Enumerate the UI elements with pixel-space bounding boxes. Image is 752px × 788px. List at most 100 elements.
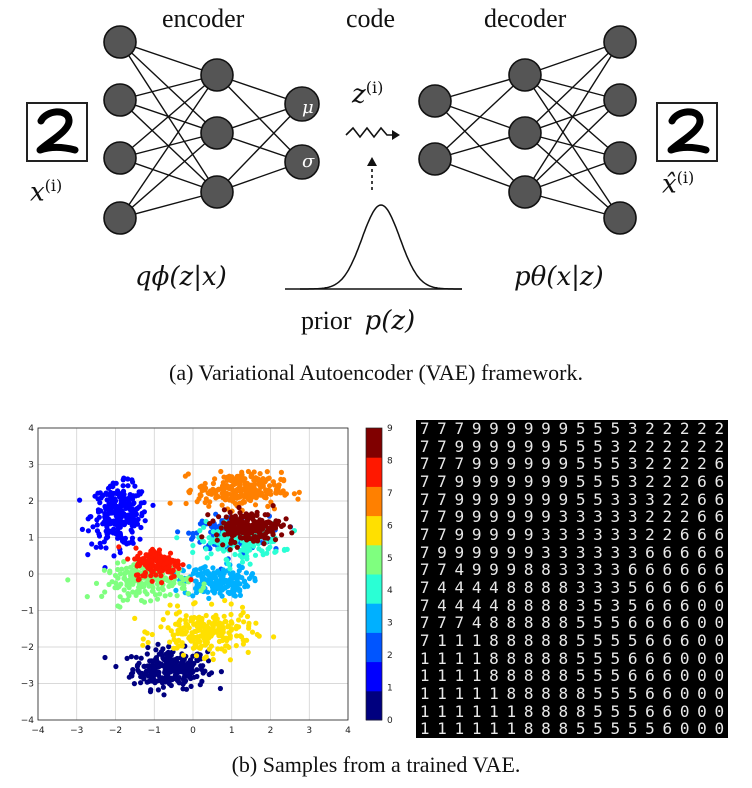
scatter-point [190,593,196,599]
colorbar-tick-label: 1 [387,684,393,694]
sample-digit: 5 [575,489,586,509]
scatter-point [217,685,223,692]
scatter-point [203,570,209,576]
sample-digit: 5 [575,613,586,633]
scatter-point [117,604,123,610]
sample-digit: 0 [697,719,707,738]
sample-digit: 6 [697,471,707,491]
scatter-point [283,516,289,522]
scatter-point [221,613,227,619]
scatter-point [218,468,224,475]
scatter-point [206,595,212,601]
h3-neuron [508,175,542,209]
reparam-squiggle-arrow [345,126,397,139]
scatter-point [184,622,191,628]
sample-digit: 5 [558,436,569,456]
sample-digit: 8 [558,719,569,738]
sample-digit: 2 [645,507,655,527]
h3-neuron [508,116,542,150]
scatter-point [254,631,260,638]
scatter-point [245,649,251,655]
scatter-point [167,675,173,681]
scatter-point [226,630,232,636]
sample-digit: 2 [679,436,690,456]
scatter-point [228,601,234,607]
scatter-point [155,687,161,693]
sample-digit: 9 [471,471,482,491]
y-tick-label: 2 [28,497,34,507]
sample-digit: 3 [558,542,569,562]
scatter-point [168,682,174,689]
scatter-point [133,510,139,516]
sample-digit: 5 [593,683,603,703]
sample-digit: 3 [610,524,621,544]
sample-digit: 3 [558,560,569,580]
sample-digit: 6 [627,648,638,668]
scatter-point [221,570,227,576]
scatter-point [203,612,209,619]
scatter-point [218,525,224,531]
sample-digit: 9 [471,542,482,562]
sample-digit: 8 [558,613,569,633]
scatter-point [171,645,177,651]
sample-digit: 8 [523,648,534,668]
scatter-point [107,510,113,516]
sample-digit: 4 [489,595,499,615]
sample-digit: 8 [541,648,551,668]
scatter-point [183,686,190,692]
sample-digit: 3 [610,436,621,456]
scatter-point [108,494,114,500]
sample-digit: 0 [714,719,725,738]
scatter-point [157,591,163,597]
scatter-point [209,601,215,607]
scatter-point [214,537,220,543]
scatter-point [220,542,226,548]
scatter-point [192,578,199,584]
scatter-point [193,653,200,659]
sample-digit: 9 [558,489,569,509]
scatter-point [244,494,250,500]
sample-digit: 6 [662,719,673,738]
scatter-point [125,556,131,562]
sample-digit: 2 [645,524,655,544]
scatter-point [90,524,96,530]
sample-digit: 3 [558,507,569,527]
sample-digit: 5 [610,420,621,438]
scatter-point [245,521,251,527]
sample-digit: 9 [471,507,482,527]
scatter-point [174,603,181,609]
sample-digit: 8 [489,648,499,668]
scatter-point [117,571,123,577]
scatter-point [222,597,228,604]
scatter-point [239,518,245,525]
sample-digit: 6 [714,454,725,474]
scatter-point [200,585,206,591]
scatter-point [125,483,131,489]
scatter-point [170,632,176,638]
sample-digit: 3 [575,595,586,615]
sample-digit: 7 [454,420,465,438]
scatter-point [189,536,195,542]
scatter-point [166,644,172,650]
scatter-point [252,575,258,581]
scatter-point [248,528,254,534]
scatter-point [157,557,163,563]
scatter-point [225,561,232,567]
scatter-point [139,670,145,677]
scatter-point [187,668,193,674]
scatter-point [115,575,121,581]
scatter-point [253,528,259,534]
x-tick-label: −1 [148,726,161,736]
sample-digit: 1 [506,701,517,721]
sample-digit: 3 [593,524,603,544]
sample-digit: 3 [610,560,621,580]
colorbar-tick-label: 0 [387,716,393,726]
scatter-point [187,634,193,640]
sample-digit: 4 [437,595,447,615]
scatter-point [120,488,127,494]
colorbar-tick-label: 9 [387,424,393,434]
scatter-point [215,622,222,628]
sample-digit: 9 [523,420,534,438]
scatter-point [253,620,259,626]
scatter-point [261,541,267,547]
